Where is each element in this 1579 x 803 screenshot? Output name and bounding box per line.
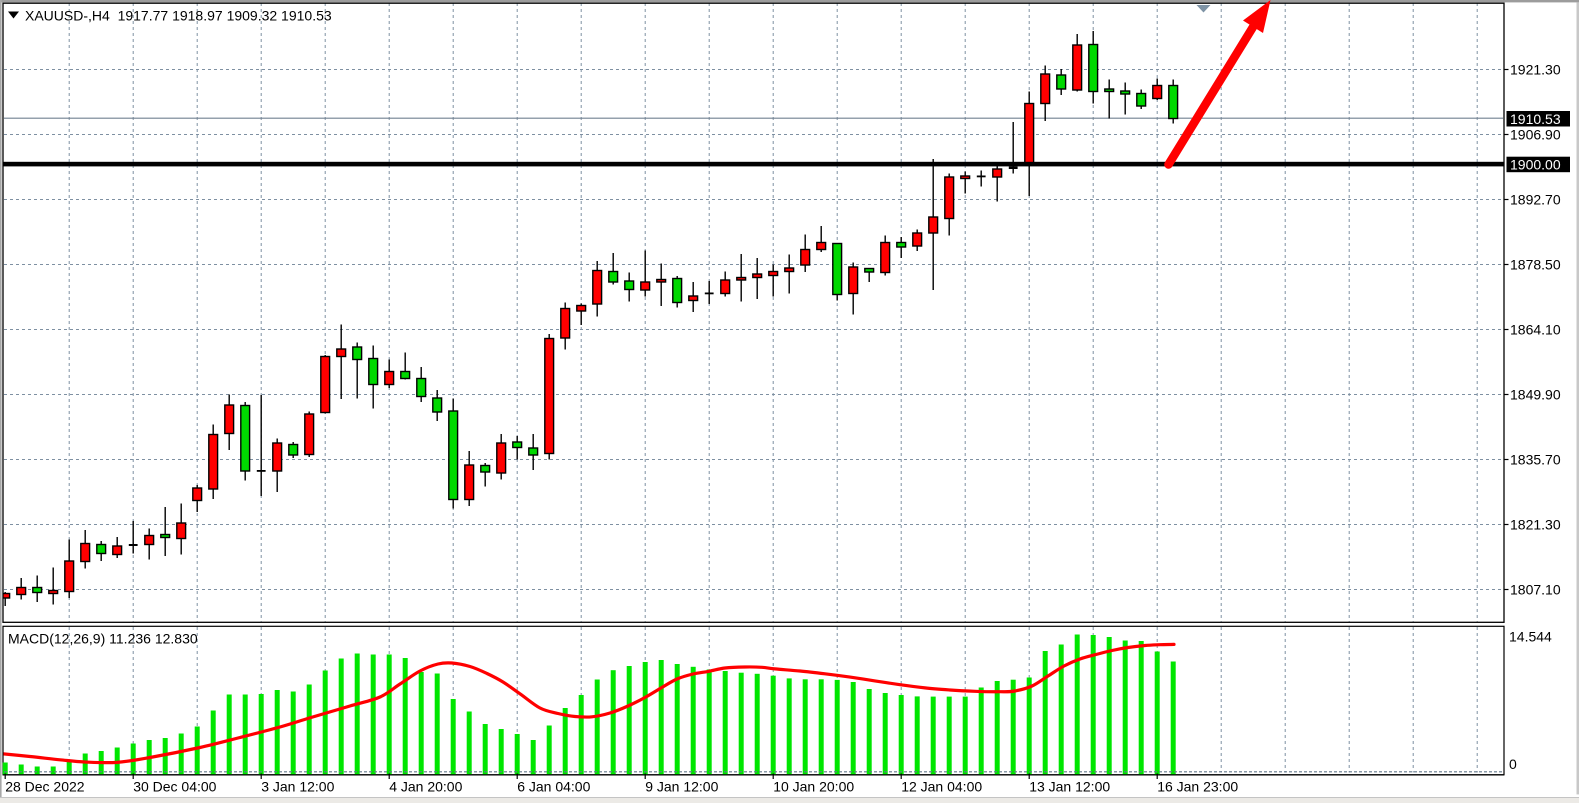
svg-text:9 Jan 12:00: 9 Jan 12:00 bbox=[645, 779, 718, 795]
svg-text:3 Jan 12:00: 3 Jan 12:00 bbox=[261, 779, 334, 795]
svg-text:28 Dec 2022: 28 Dec 2022 bbox=[5, 779, 85, 795]
svg-text:30 Dec 04:00: 30 Dec 04:00 bbox=[133, 779, 216, 795]
svg-text:10 Jan 20:00: 10 Jan 20:00 bbox=[773, 779, 854, 795]
svg-text:1921.30: 1921.30 bbox=[1510, 62, 1561, 78]
svg-text:16 Jan 23:00: 16 Jan 23:00 bbox=[1157, 779, 1238, 795]
svg-text:1864.10: 1864.10 bbox=[1510, 322, 1561, 338]
svg-text:13 Jan 12:00: 13 Jan 12:00 bbox=[1029, 779, 1110, 795]
svg-text:1878.50: 1878.50 bbox=[1510, 257, 1561, 273]
svg-text:4 Jan 20:00: 4 Jan 20:00 bbox=[389, 779, 462, 795]
svg-text:1807.10: 1807.10 bbox=[1510, 582, 1561, 598]
svg-text:1835.70: 1835.70 bbox=[1510, 452, 1561, 468]
svg-text:1821.30: 1821.30 bbox=[1510, 517, 1561, 533]
svg-text:1849.90: 1849.90 bbox=[1510, 387, 1561, 403]
svg-text:XAUUSD-,H4 1917.77 1918.97 19: XAUUSD-,H4 1917.77 1918.97 1909.32 1910.… bbox=[25, 7, 332, 23]
svg-text:6 Jan 04:00: 6 Jan 04:00 bbox=[517, 779, 590, 795]
svg-text:1900.00: 1900.00 bbox=[1510, 157, 1561, 173]
svg-text:MACD(12,26,9) 11.236 12.830: MACD(12,26,9) 11.236 12.830 bbox=[8, 631, 198, 647]
svg-text:1906.90: 1906.90 bbox=[1510, 127, 1561, 143]
svg-text:14.544: 14.544 bbox=[1509, 629, 1552, 645]
svg-text:1910.53: 1910.53 bbox=[1510, 111, 1561, 127]
svg-text:0: 0 bbox=[1509, 756, 1517, 772]
svg-text:12 Jan 04:00: 12 Jan 04:00 bbox=[901, 779, 982, 795]
svg-text:1892.70: 1892.70 bbox=[1510, 192, 1561, 208]
